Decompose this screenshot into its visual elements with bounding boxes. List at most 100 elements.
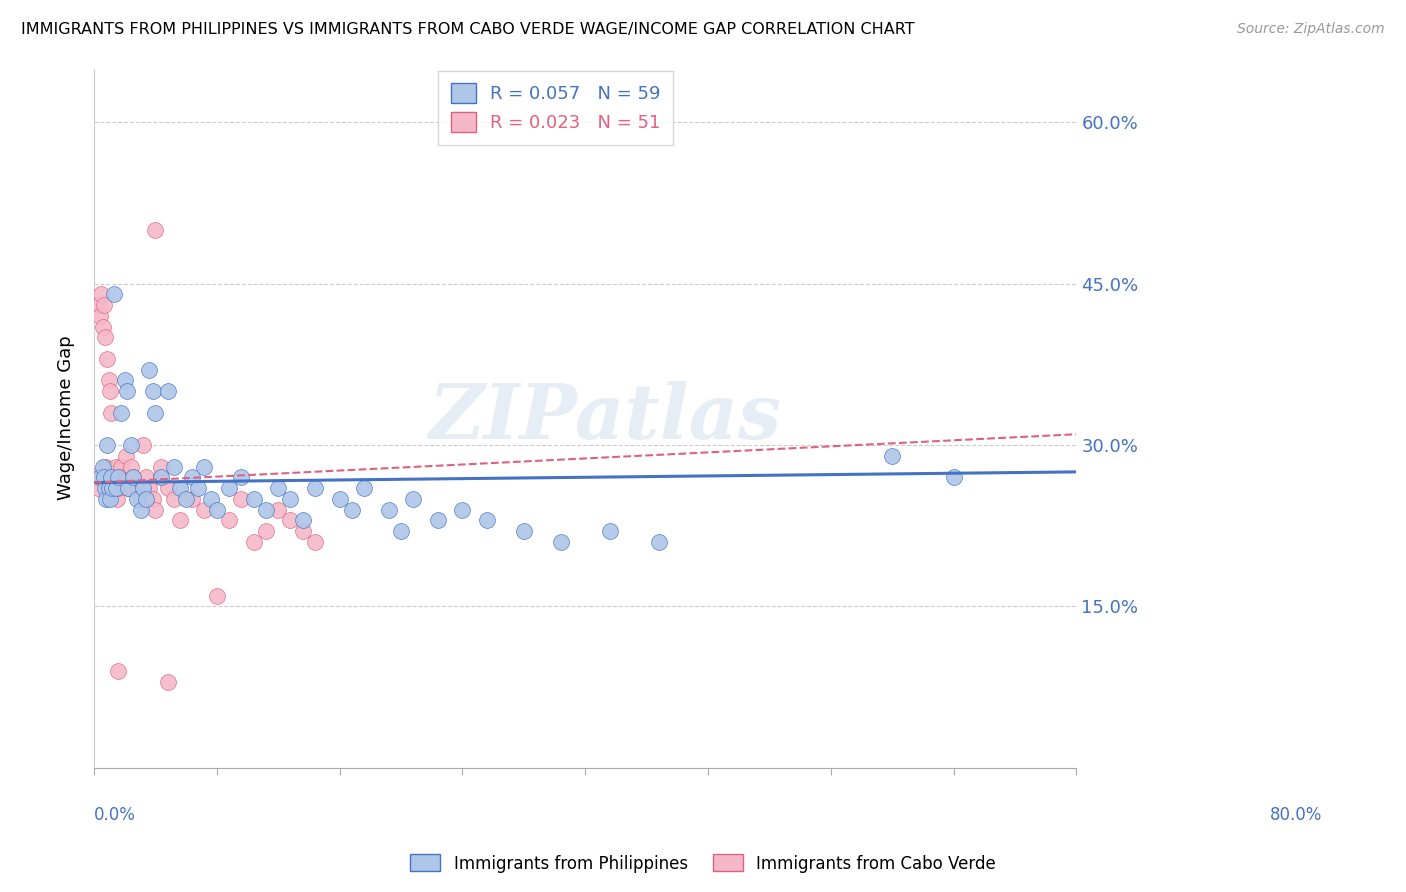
Point: [267, 481, 290, 495]
Point: [94, 330, 117, 344]
Point: [125, 481, 148, 495]
Point: [156, 674, 179, 689]
Point: [105, 491, 128, 506]
Text: 80.0%: 80.0%: [1270, 806, 1322, 824]
Point: [163, 459, 186, 474]
Point: [117, 481, 139, 495]
Point: [942, 470, 965, 484]
Point: [142, 384, 165, 399]
Point: [91, 319, 114, 334]
Point: [550, 534, 572, 549]
Point: [107, 481, 129, 495]
Point: [104, 470, 127, 484]
Point: [231, 470, 253, 484]
Point: [114, 374, 136, 388]
Point: [97, 374, 120, 388]
Point: [96, 438, 118, 452]
Point: [96, 351, 118, 366]
Point: [96, 491, 118, 506]
Legend: R = 0.057   N = 59, R = 0.023   N = 51: R = 0.057 N = 59, R = 0.023 N = 51: [437, 70, 673, 145]
Point: [156, 481, 179, 495]
Point: [426, 513, 449, 527]
Point: [169, 481, 191, 495]
Point: [205, 502, 228, 516]
Point: [291, 513, 314, 527]
Point: [105, 481, 128, 495]
Point: [150, 470, 173, 484]
Point: [86, 470, 108, 484]
Point: [101, 481, 124, 495]
Point: [98, 384, 121, 399]
Point: [117, 481, 139, 495]
Point: [304, 534, 326, 549]
Point: [120, 438, 142, 452]
Point: [132, 481, 155, 495]
Point: [91, 459, 114, 474]
Point: [389, 524, 412, 538]
Point: [377, 502, 399, 516]
Point: [174, 491, 197, 506]
Point: [218, 481, 240, 495]
Text: 0.0%: 0.0%: [94, 806, 136, 824]
Point: [103, 287, 125, 301]
Point: [115, 449, 138, 463]
Point: [125, 491, 148, 506]
Point: [93, 298, 115, 312]
Point: [110, 406, 132, 420]
Point: [280, 513, 302, 527]
Point: [122, 470, 145, 484]
Point: [129, 491, 152, 506]
Point: [100, 470, 122, 484]
Point: [96, 459, 118, 474]
Point: [103, 481, 125, 495]
Point: [115, 384, 138, 399]
Point: [86, 481, 108, 495]
Point: [100, 406, 122, 420]
Point: [134, 470, 156, 484]
Point: [181, 491, 204, 506]
Text: Source: ZipAtlas.com: Source: ZipAtlas.com: [1237, 22, 1385, 37]
Point: [143, 502, 166, 516]
Point: [291, 524, 314, 538]
Point: [107, 470, 129, 484]
Point: [304, 481, 326, 495]
Text: IMMIGRANTS FROM PHILIPPINES VS IMMIGRANTS FROM CABO VERDE WAGE/INCOME GAP CORREL: IMMIGRANTS FROM PHILIPPINES VS IMMIGRANT…: [21, 22, 915, 37]
Point: [97, 481, 120, 495]
Y-axis label: Wage/Income Gap: Wage/Income Gap: [58, 335, 75, 500]
Point: [599, 524, 621, 538]
Point: [353, 481, 375, 495]
Point: [193, 502, 215, 516]
Point: [138, 481, 160, 495]
Point: [112, 470, 135, 484]
Point: [98, 491, 121, 506]
Point: [110, 459, 132, 474]
Point: [402, 491, 425, 506]
Point: [90, 287, 112, 301]
Point: [648, 534, 671, 549]
Point: [89, 309, 111, 323]
Point: [142, 491, 165, 506]
Point: [105, 459, 128, 474]
Point: [205, 589, 228, 603]
Point: [280, 491, 302, 506]
Point: [254, 524, 277, 538]
Point: [200, 491, 222, 506]
Point: [340, 502, 363, 516]
Point: [513, 524, 536, 538]
Point: [138, 362, 160, 376]
Point: [156, 384, 179, 399]
Point: [143, 223, 166, 237]
Point: [231, 491, 253, 506]
Text: ZIPatlas: ZIPatlas: [429, 381, 782, 455]
Point: [267, 502, 290, 516]
Point: [181, 470, 204, 484]
Legend: Immigrants from Philippines, Immigrants from Cabo Verde: Immigrants from Philippines, Immigrants …: [404, 847, 1002, 880]
Point: [107, 664, 129, 678]
Point: [94, 481, 117, 495]
Point: [134, 491, 156, 506]
Point: [89, 470, 111, 484]
Point: [242, 534, 264, 549]
Point: [101, 470, 124, 484]
Point: [87, 298, 110, 312]
Point: [169, 513, 191, 527]
